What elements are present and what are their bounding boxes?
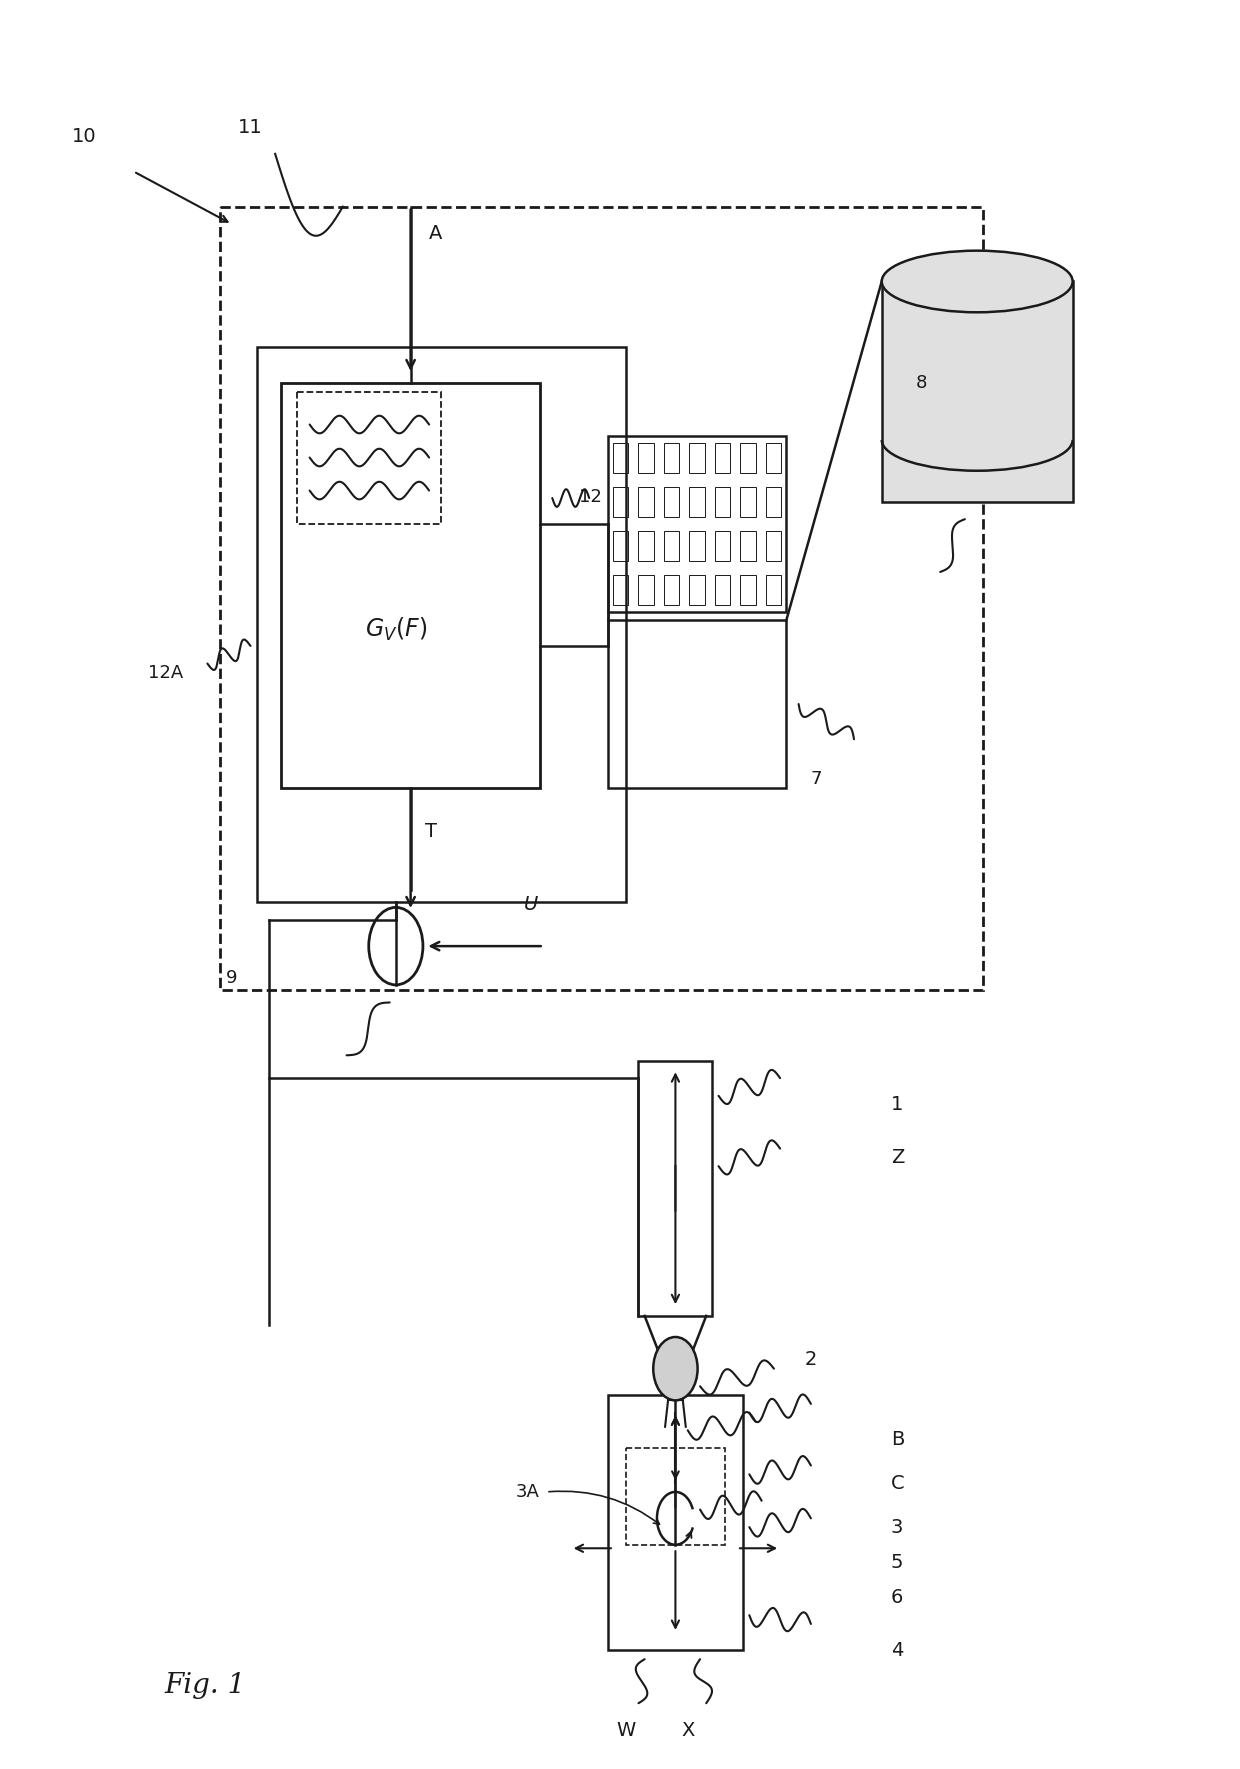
Bar xyxy=(765,442,781,472)
Bar xyxy=(740,486,756,517)
Text: 10: 10 xyxy=(72,127,97,145)
Text: 12: 12 xyxy=(579,488,601,506)
Bar xyxy=(663,575,680,605)
Bar xyxy=(740,531,756,561)
Bar xyxy=(714,575,730,605)
Text: A: A xyxy=(429,223,443,242)
Text: 5: 5 xyxy=(892,1553,904,1573)
Text: 6: 6 xyxy=(892,1589,904,1606)
Bar xyxy=(765,575,781,605)
Bar xyxy=(613,531,629,561)
Text: 9: 9 xyxy=(226,969,238,987)
Circle shape xyxy=(653,1337,698,1401)
Ellipse shape xyxy=(882,251,1073,313)
Bar xyxy=(689,442,704,472)
Bar xyxy=(613,575,629,605)
Text: 8: 8 xyxy=(916,373,928,391)
Text: 4: 4 xyxy=(892,1642,904,1659)
Bar xyxy=(714,531,730,561)
Text: T: T xyxy=(425,823,438,842)
Bar xyxy=(689,575,704,605)
Bar xyxy=(281,382,539,787)
Bar xyxy=(608,621,786,787)
Text: 1: 1 xyxy=(892,1095,904,1114)
Bar xyxy=(219,207,983,991)
Bar xyxy=(639,486,653,517)
Bar xyxy=(257,347,626,902)
Circle shape xyxy=(368,907,423,985)
Text: W: W xyxy=(616,1721,636,1741)
Bar xyxy=(639,575,653,605)
Bar xyxy=(613,486,629,517)
Bar xyxy=(298,391,441,524)
Bar xyxy=(714,442,730,472)
Text: C: C xyxy=(892,1474,905,1493)
Bar xyxy=(765,486,781,517)
Bar xyxy=(639,1061,712,1316)
Text: $G_V(F)$: $G_V(F)$ xyxy=(365,616,427,642)
Bar xyxy=(689,486,704,517)
Bar xyxy=(740,442,756,472)
Text: 3: 3 xyxy=(892,1518,904,1537)
Text: 12A: 12A xyxy=(148,663,182,683)
Text: B: B xyxy=(892,1429,904,1449)
Bar xyxy=(613,442,629,472)
Bar xyxy=(639,442,653,472)
Text: X: X xyxy=(681,1721,694,1741)
Bar xyxy=(663,531,680,561)
Bar xyxy=(765,531,781,561)
Bar xyxy=(608,1396,743,1650)
Bar xyxy=(663,442,680,472)
Bar xyxy=(663,486,680,517)
Bar xyxy=(626,1447,724,1544)
Bar xyxy=(689,531,704,561)
Text: Fig. 1: Fig. 1 xyxy=(164,1672,246,1698)
Bar xyxy=(714,486,730,517)
Text: 7: 7 xyxy=(811,770,822,787)
Bar xyxy=(740,575,756,605)
Bar xyxy=(608,435,786,612)
Text: U: U xyxy=(525,895,538,915)
Bar xyxy=(882,281,1073,502)
Text: 2: 2 xyxy=(805,1350,817,1369)
Bar xyxy=(639,531,653,561)
Text: 11: 11 xyxy=(238,119,263,136)
Text: Z: Z xyxy=(892,1148,904,1168)
Text: 3A: 3A xyxy=(516,1482,539,1500)
